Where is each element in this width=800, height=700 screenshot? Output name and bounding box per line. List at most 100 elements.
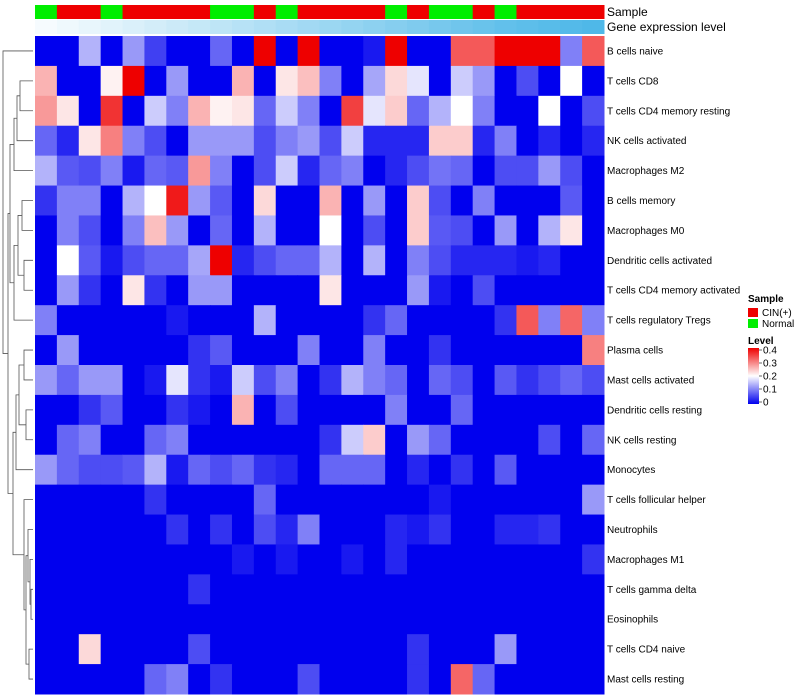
heatmap-cell <box>35 65 58 97</box>
heatmap-cell <box>472 36 496 67</box>
heatmap-cell <box>122 365 145 396</box>
heatmap-cell <box>210 335 233 366</box>
expression-annotation-cell <box>188 20 211 34</box>
heatmap-cell <box>494 185 517 216</box>
heatmap-cell <box>494 65 517 97</box>
heatmap-cell <box>35 305 58 336</box>
heatmap-cell <box>428 514 452 545</box>
heatmap-cell <box>516 305 539 336</box>
expression-annotation-cell <box>56 20 80 34</box>
sample-annotation-cell <box>144 5 167 19</box>
heatmap-cell <box>560 634 583 665</box>
heatmap-cell <box>100 604 124 635</box>
heatmap-cell <box>35 155 58 187</box>
heatmap-cell <box>144 664 167 695</box>
expression-annotation-cell <box>78 20 102 34</box>
heatmap-cell <box>363 185 386 216</box>
sample-track-label: Sample <box>607 5 648 19</box>
heatmap-cell <box>450 454 474 486</box>
heatmap-cell <box>407 544 430 575</box>
heatmap-cell <box>56 36 80 67</box>
heatmap-cell <box>188 394 211 426</box>
heatmap-cell <box>253 394 277 426</box>
heatmap-cell <box>450 215 474 246</box>
heatmap-cells <box>35 36 605 695</box>
heatmap-cell <box>166 215 189 246</box>
heatmap-cell <box>56 424 80 456</box>
heatmap-cell <box>144 394 167 426</box>
heatmap-cell <box>560 125 583 157</box>
heatmap-cell <box>78 335 102 366</box>
heatmap-cell <box>78 215 102 246</box>
heatmap-cell <box>472 514 496 545</box>
heatmap-cell <box>363 365 386 396</box>
heatmap-cell <box>188 484 211 516</box>
heatmap-cell <box>319 305 342 336</box>
heatmap-cell <box>450 65 474 97</box>
heatmap-cell <box>560 544 583 575</box>
heatmap-cell <box>428 394 452 426</box>
heatmap-cell <box>363 215 386 246</box>
heatmap-cell <box>166 664 189 695</box>
heatmap-cell <box>122 305 145 336</box>
heatmap-cell <box>494 365 517 396</box>
heatmap-cell <box>428 604 452 635</box>
heatmap-cell <box>231 305 255 336</box>
sample-annotation-cell <box>231 5 255 19</box>
heatmap-cell <box>166 305 189 336</box>
heatmap-cell <box>275 215 299 246</box>
heatmap-cell <box>166 155 189 187</box>
heatmap-cell <box>35 245 58 276</box>
heatmap-cell <box>188 185 211 216</box>
heatmap-cell <box>144 335 167 366</box>
sample-annotation-cell <box>78 5 102 19</box>
heatmap-cell <box>275 664 299 695</box>
heatmap-cell <box>516 424 539 456</box>
heatmap-cell <box>538 544 561 575</box>
heatmap-cell <box>78 36 102 67</box>
heatmap-cell <box>297 335 320 366</box>
heatmap-cell <box>363 394 386 426</box>
heatmap-cell <box>560 664 583 695</box>
heatmap-cell <box>253 95 277 127</box>
heatmap-cell <box>516 185 539 216</box>
heatmap-cell <box>144 454 167 486</box>
heatmap-cell <box>385 95 408 127</box>
heatmap-cell <box>210 125 233 157</box>
heatmap-cell <box>100 335 124 366</box>
heatmap-cell <box>166 275 189 306</box>
heatmap-cell <box>407 245 430 276</box>
heatmap-cell <box>297 245 320 276</box>
heatmap-cell <box>144 36 167 67</box>
heatmap-cell <box>100 275 124 306</box>
heatmap-cell <box>297 664 320 695</box>
heatmap-cell <box>297 424 320 456</box>
heatmap-cell <box>100 65 124 97</box>
heatmap-cell <box>210 394 233 426</box>
level-tick-label: 0.3 <box>763 359 777 370</box>
heatmap-cell <box>144 544 167 575</box>
heatmap-cell <box>210 36 233 67</box>
heatmap-cell <box>363 544 386 575</box>
heatmap-cell <box>341 424 364 456</box>
heatmap-cell <box>582 365 605 396</box>
heatmap-cell <box>319 634 342 665</box>
heatmap-cell <box>78 275 102 306</box>
sample-annotation-cell <box>472 5 496 19</box>
heatmap-cell <box>319 394 342 426</box>
heatmap-cell <box>341 65 364 97</box>
heatmap-cell <box>428 365 452 396</box>
heatmap-cell <box>582 604 605 635</box>
heatmap-cell <box>341 36 364 67</box>
heatmap-cell <box>428 634 452 665</box>
heatmap-cell <box>472 604 496 635</box>
heatmap-cell <box>122 454 145 486</box>
heatmap-cell <box>122 185 145 216</box>
heatmap-cell <box>341 454 364 486</box>
heatmap-cell <box>494 604 517 635</box>
heatmap-cell <box>407 36 430 67</box>
heatmap-cell <box>78 245 102 276</box>
sample-annotation-cell <box>122 5 145 19</box>
heatmap-cell <box>319 484 342 516</box>
heatmap-cell <box>210 95 233 127</box>
